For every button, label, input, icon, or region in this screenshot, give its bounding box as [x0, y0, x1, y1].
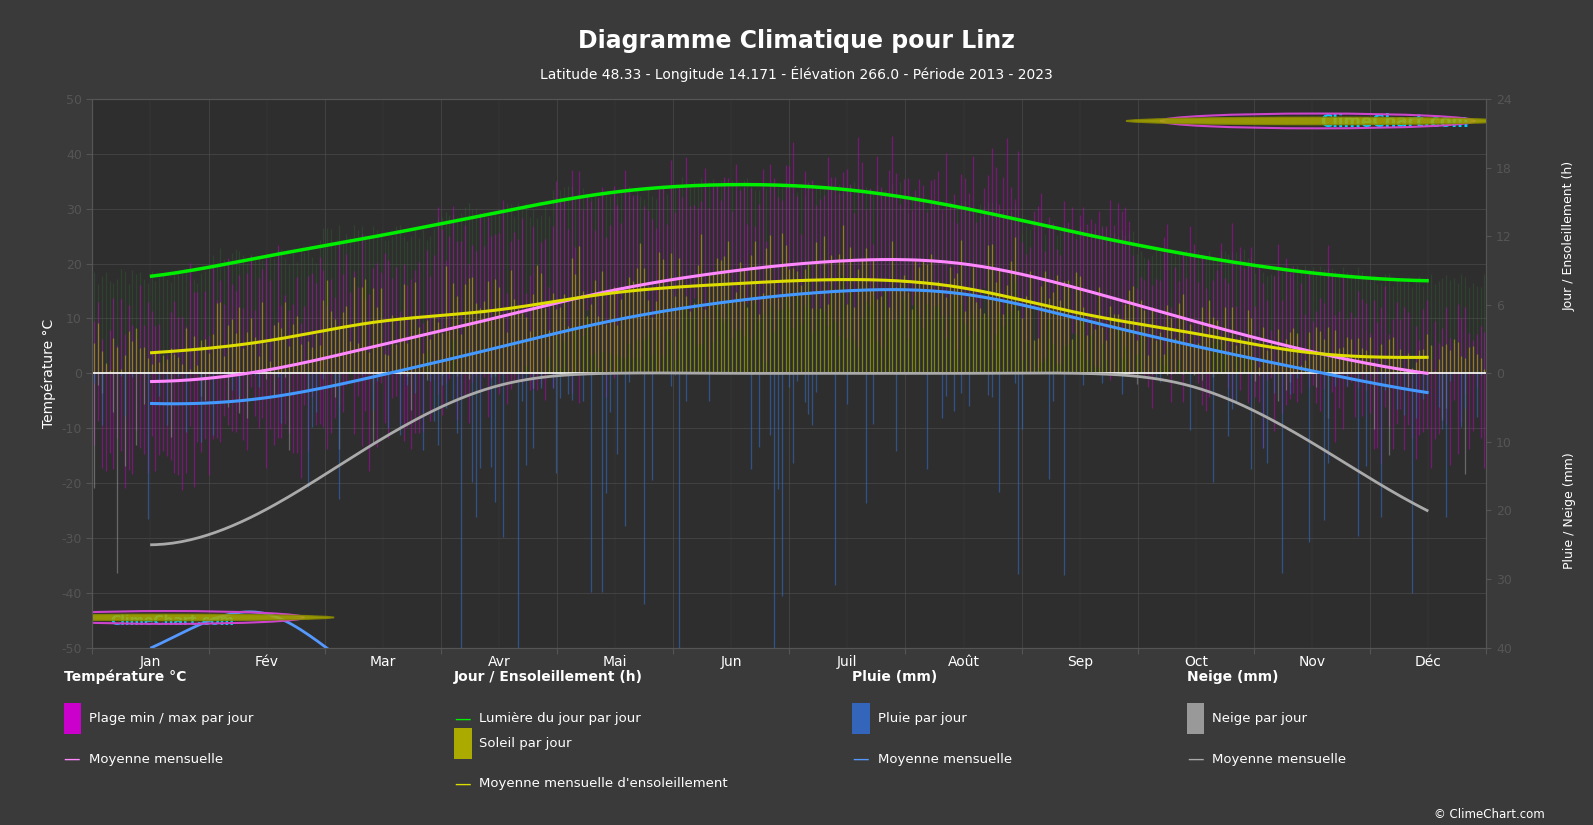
- Ellipse shape: [1126, 117, 1510, 125]
- Y-axis label: Température °C: Température °C: [41, 318, 56, 428]
- Text: —: —: [1187, 750, 1203, 768]
- Text: —: —: [64, 750, 80, 768]
- Text: Jour / Ensoleillement (h): Jour / Ensoleillement (h): [454, 670, 644, 684]
- Text: —: —: [454, 775, 470, 793]
- Text: Lumière du jour par jour: Lumière du jour par jour: [479, 712, 642, 725]
- Ellipse shape: [2, 615, 335, 620]
- Text: ClimeChart.com: ClimeChart.com: [1321, 113, 1469, 130]
- Text: Moyenne mensuelle: Moyenne mensuelle: [89, 752, 223, 766]
- Text: Neige (mm): Neige (mm): [1187, 670, 1278, 684]
- Text: Température °C: Température °C: [64, 669, 186, 684]
- Text: © ClimeChart.com: © ClimeChart.com: [1434, 808, 1545, 821]
- Text: Plage min / max par jour: Plage min / max par jour: [89, 712, 253, 725]
- Text: Diagramme Climatique pour Linz: Diagramme Climatique pour Linz: [578, 29, 1015, 53]
- Text: Moyenne mensuelle: Moyenne mensuelle: [878, 752, 1012, 766]
- Text: —: —: [454, 710, 470, 728]
- Text: Moyenne mensuelle d'ensoleillement: Moyenne mensuelle d'ensoleillement: [479, 777, 728, 790]
- Text: —: —: [852, 750, 868, 768]
- Text: Soleil par jour: Soleil par jour: [479, 737, 572, 750]
- Text: Moyenne mensuelle: Moyenne mensuelle: [1212, 752, 1346, 766]
- Text: Neige par jour: Neige par jour: [1212, 712, 1308, 725]
- Text: ClimeChart.com: ClimeChart.com: [110, 615, 234, 629]
- Text: Jour / Ensoleillement (h): Jour / Ensoleillement (h): [1563, 161, 1575, 311]
- Text: Pluie / Neige (mm): Pluie / Neige (mm): [1563, 452, 1575, 569]
- Text: Pluie (mm): Pluie (mm): [852, 670, 938, 684]
- Text: Latitude 48.33 - Longitude 14.171 - Élévation 266.0 - Période 2013 - 2023: Latitude 48.33 - Longitude 14.171 - Élév…: [540, 66, 1053, 82]
- Text: Pluie par jour: Pluie par jour: [878, 712, 967, 725]
